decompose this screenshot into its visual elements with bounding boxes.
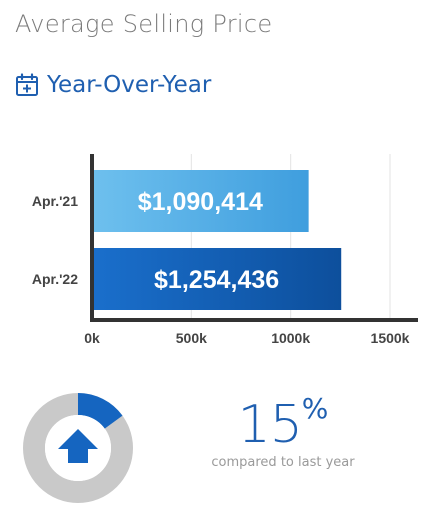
x-tick-label: 500k [176, 330, 207, 346]
gauge-fill [77, 393, 123, 430]
subtitle-row: Year-Over-Year [15, 72, 211, 98]
calendar-plus-icon [16, 73, 38, 96]
percent-sign: % [301, 392, 329, 425]
x-tick-label: 1500k [371, 330, 410, 346]
subtitle: Year-Over-Year [47, 72, 212, 98]
comparison-caption: compared to last year [211, 455, 355, 470]
bar-1 [92, 248, 342, 310]
bar-0 [92, 170, 309, 232]
category-label: Apr.'22 [32, 271, 78, 287]
page-title: Average Selling Price [15, 10, 273, 38]
bar-chart: $1,090,414 Apr.'21 $1,254,436 Apr.'22 0k 500k… [32, 154, 418, 346]
gauge-donut [23, 393, 133, 503]
bar-value-label: $1,090,414 [138, 188, 263, 216]
category-label: Apr.'21 [32, 193, 78, 209]
x-tick-label: 1000k [271, 330, 310, 346]
bar-value-label: $1,254,436 [154, 266, 279, 294]
arrow-up-icon [58, 429, 98, 463]
x-tick-label: 0k [84, 330, 100, 346]
percent-value: 15 [237, 395, 303, 455]
percent-change: 15% [200, 392, 366, 455]
